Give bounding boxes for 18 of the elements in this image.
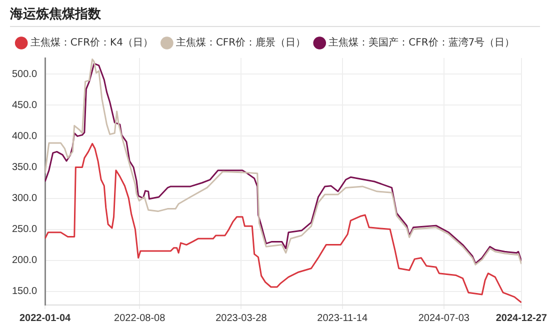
y-tick-label: 450.0 (12, 100, 38, 111)
x-tick-label: 2024-07-03 (418, 312, 470, 324)
y-tick-label: 200.0 (12, 255, 38, 266)
y-tick-label: 300.0 (12, 193, 38, 204)
y-tick-label: 250.0 (12, 224, 38, 236)
x-tick-label: 2023-03-28 (216, 312, 268, 324)
x-tick-label: 2024-12-27 (496, 312, 548, 324)
x-tick-label: 2023-11-14 (317, 312, 368, 324)
y-tick-label: 150.0 (12, 286, 38, 298)
x-tick-label: 2022-08-08 (114, 312, 166, 324)
legend-label: 主焦煤：CFR价：K4（日） (30, 36, 153, 49)
y-tick-label: 350.0 (12, 162, 38, 173)
y-tick-label: 400.0 (12, 130, 38, 142)
chart-title: 海运炼焦煤指数 (10, 4, 540, 27)
legend-label: 主焦煤：CFR价：鹿景（日） (176, 36, 306, 49)
legend-label: 主焦煤：美国产：CFR价：蓝湾7号（日） (328, 36, 515, 49)
x-tick-label: 2022-01-04 (19, 312, 72, 324)
y-tick-label: 500.0 (12, 68, 38, 80)
